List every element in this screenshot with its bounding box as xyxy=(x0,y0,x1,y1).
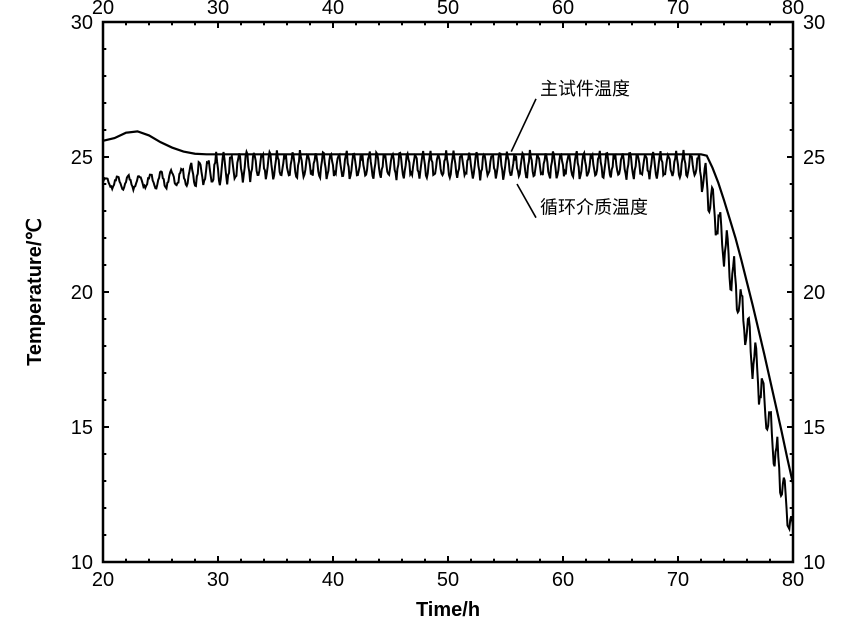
y-ticks xyxy=(103,22,109,562)
annotation-label: 主试件温度 xyxy=(540,79,630,99)
x-tick-label-top: 70 xyxy=(667,0,689,19)
y-tick-label-right: 10 xyxy=(803,552,825,574)
x-tick-label: 20 xyxy=(92,569,114,591)
x-tick-label: 30 xyxy=(207,569,229,591)
series-0 xyxy=(103,131,793,483)
y-tick-label-right: 25 xyxy=(803,147,825,169)
y-tick-label: 25 xyxy=(71,147,93,169)
y-axis-title: Temperature/℃ xyxy=(24,218,46,366)
x-tick-label-top: 30 xyxy=(207,0,229,19)
y-tick-label-right: 30 xyxy=(803,12,825,34)
x-tick-label: 70 xyxy=(667,569,689,591)
x-tick-label: 40 xyxy=(322,569,344,591)
y-tick-label: 20 xyxy=(71,282,93,304)
x-tick-label-top: 20 xyxy=(92,0,114,19)
annotation-label: 循环介质温度 xyxy=(540,198,648,218)
chart-container: 2020303040405050606070708080101015152020… xyxy=(0,0,843,637)
y-tick-label: 15 xyxy=(71,417,93,439)
chart-svg: 2020303040405050606070708080101015152020… xyxy=(0,0,843,637)
x-tick-label-top: 80 xyxy=(782,0,804,19)
x-tick-label-top: 40 xyxy=(322,0,344,19)
series-1 xyxy=(103,150,793,529)
plot-border xyxy=(103,22,793,562)
x-tick-label: 50 xyxy=(437,569,459,591)
annotation-pointer xyxy=(517,184,536,218)
x-tick-label: 80 xyxy=(782,569,804,591)
y-tick-label-right: 20 xyxy=(803,282,825,304)
x-tick-label: 60 xyxy=(552,569,574,591)
annotation-pointer xyxy=(511,99,536,152)
x-axis-title: Time/h xyxy=(416,599,480,621)
y-tick-label-right: 15 xyxy=(803,417,825,439)
x-tick-label-top: 50 xyxy=(437,0,459,19)
x-tick-label-top: 60 xyxy=(552,0,574,19)
y-tick-label: 10 xyxy=(71,552,93,574)
y-tick-label: 30 xyxy=(71,12,93,34)
